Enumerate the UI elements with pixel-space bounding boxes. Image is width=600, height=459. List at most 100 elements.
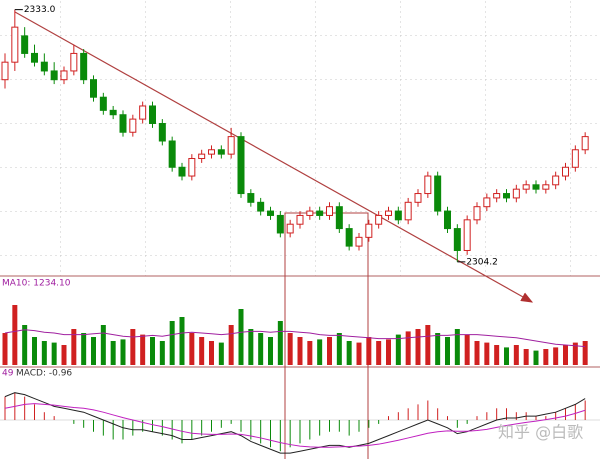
volume-bar — [405, 331, 411, 365]
candle-body — [493, 193, 501, 199]
trend-line — [14, 11, 534, 303]
candle-body — [375, 214, 383, 225]
volume-bar — [327, 337, 332, 365]
volume-bar — [179, 317, 185, 365]
volume-bar — [474, 341, 480, 365]
candle-body — [21, 35, 29, 54]
volume-bar — [199, 337, 205, 365]
candle-body — [355, 236, 363, 247]
volume-bar — [100, 325, 106, 365]
volume-bar — [395, 334, 401, 365]
candle-body — [208, 149, 215, 155]
volume-bar — [110, 341, 116, 365]
candle-body — [168, 140, 176, 168]
volume-bar — [484, 342, 490, 365]
volume-bar — [513, 345, 519, 365]
volume-bar — [553, 347, 559, 365]
candle-body — [198, 153, 206, 160]
volume-bar — [533, 350, 539, 365]
candle-body — [31, 52, 38, 63]
candle-body — [503, 193, 510, 199]
candle-body — [365, 223, 373, 238]
volume-ma — [4, 329, 586, 348]
candle-body — [60, 70, 68, 81]
macd-dif — [4, 392, 586, 454]
volume-bar — [12, 305, 18, 365]
volume-bar — [346, 341, 352, 365]
volume-bar — [415, 329, 421, 365]
volume-bar — [464, 334, 470, 365]
candle-body — [414, 193, 422, 203]
candle-body — [394, 210, 402, 221]
candle-body — [444, 210, 451, 230]
volume-bar — [91, 337, 96, 365]
macd-label: MACD: -0.96 — [16, 369, 72, 379]
volume-bar — [159, 341, 165, 365]
candle-body — [257, 201, 265, 212]
volume-bar — [120, 339, 126, 365]
volume-bar — [238, 309, 244, 365]
volume-bar — [61, 345, 67, 365]
volume-bar — [81, 333, 87, 365]
candle-body — [1, 61, 9, 81]
volume-bar — [317, 339, 323, 365]
volume-bar — [543, 349, 549, 365]
volume-bar — [218, 342, 224, 365]
candle-body — [80, 52, 88, 81]
candle-body — [119, 114, 127, 133]
volume-bar — [130, 329, 136, 365]
candle-body — [286, 223, 294, 234]
candle-body — [463, 219, 471, 251]
candle-body — [296, 214, 304, 225]
volume-bar — [71, 329, 77, 365]
grid — [0, 0, 600, 276]
volume-bar — [277, 321, 283, 365]
volume-bar — [386, 339, 391, 365]
volume-bar — [572, 342, 578, 365]
candle-body — [483, 197, 491, 208]
volume-bar — [336, 333, 342, 365]
volume-bar — [425, 325, 431, 365]
volume-bar — [169, 321, 175, 365]
candle-body — [562, 166, 569, 177]
volume-label: MA10: 1234.10 — [2, 279, 71, 289]
candle-body — [581, 136, 589, 151]
candle-body — [532, 184, 540, 190]
candle-body — [129, 118, 137, 133]
volume-bar — [376, 341, 382, 365]
candle-body — [522, 184, 530, 190]
candle-body — [385, 210, 392, 216]
volume-bar — [32, 337, 37, 365]
candle-body — [424, 175, 432, 195]
price-label: 2304.2 — [466, 257, 498, 267]
candle-body — [178, 166, 186, 177]
volume-bar — [454, 329, 460, 365]
volume-bar — [150, 337, 155, 365]
candle-body — [571, 149, 579, 168]
candle-body — [11, 26, 19, 63]
volume-bar — [523, 349, 529, 365]
volume-bar — [435, 333, 441, 365]
candle-body — [512, 188, 520, 199]
candle-body — [247, 193, 255, 203]
macd-dea — [4, 403, 586, 448]
candle-body — [335, 206, 343, 230]
volume-bar — [563, 345, 568, 365]
volume-bar — [445, 337, 450, 365]
candle-body — [149, 105, 156, 124]
volume-bar — [22, 325, 28, 365]
volume-bar — [248, 329, 254, 365]
volume-bar — [356, 342, 362, 365]
price-label: 2333.0 — [24, 5, 56, 15]
volume-bar — [2, 333, 8, 365]
volume-bar — [51, 342, 57, 365]
candle-body — [70, 52, 78, 72]
candle-body — [552, 175, 560, 186]
candle-body — [326, 206, 333, 216]
volume-bar — [209, 341, 214, 365]
volume-bar — [228, 325, 234, 365]
candle-body — [99, 96, 107, 111]
candle-body — [316, 210, 324, 216]
candle-body — [434, 175, 442, 212]
